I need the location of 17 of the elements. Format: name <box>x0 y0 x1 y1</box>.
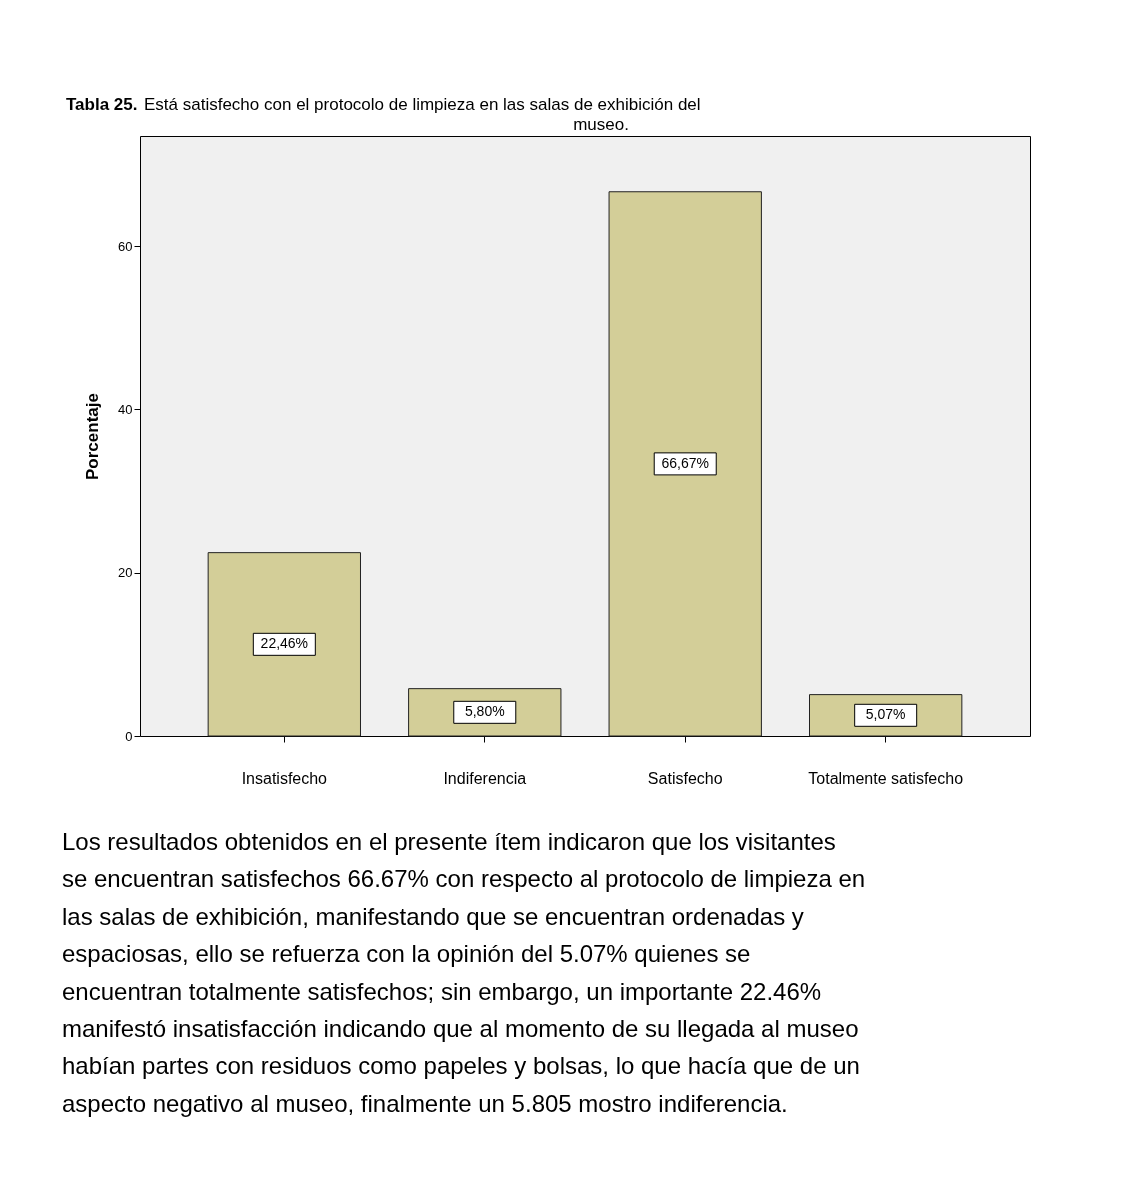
data-label: 22,46% <box>260 635 309 652</box>
x-tick-label: Satisfecho <box>647 769 723 787</box>
y-tick-label: 20 <box>118 565 133 581</box>
y-axis-title: Porcentaje <box>83 393 103 480</box>
bar <box>207 552 361 737</box>
x-tick-label: Totalmente satisfecho <box>808 769 964 787</box>
data-label: 66,67% <box>661 454 709 471</box>
data-label: 5,07% <box>865 706 906 723</box>
chart-title: Tabla 25. Está satisfecho con el protocolo de limpieza en las salas de exhibición del museo. <box>66 95 701 134</box>
data-label: 5,80% <box>464 703 505 720</box>
bar <box>608 191 762 737</box>
y-tick-label: 40 <box>118 401 133 417</box>
text: Los resultados obtenidos en el presente ítem indicaron que los visitantes se encuentran satisfechos 66.67% con respecto al protocolo de limpieza en las salas de exhibición, manifestando que se encuentran ordenadas y espaciosas, ello se refuerza con la opinión del 5.07% quienes se encuentran totalmente satisfechos; sin embargo, un importante 22.46% manifestó insatisfacción indicando que al momento de su llegada al museo habían partes con residuos como papeles y bolsas, lo que hacía que de un aspecto negativo al museo, finalmente un 5.805 mostro indiferencia. <box>62 828 866 1117</box>
x-tick-label: Indiferencia <box>443 769 527 787</box>
y-tick-label: 60 <box>118 238 133 254</box>
x-tick-label: Insatisfecho <box>241 769 328 787</box>
y-tick-label: 0 <box>125 728 133 744</box>
